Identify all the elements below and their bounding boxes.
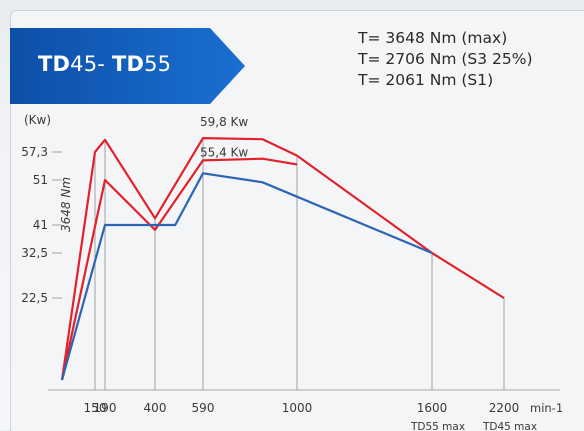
torque-info: T= 3648 Nm (max) T= 2706 Nm (S3 25%) T= … [358, 28, 533, 91]
y-tick-label-3: 51 [33, 173, 48, 187]
model-banner: TD45- TD55 [10, 28, 245, 104]
x-tick-label-4: 1000 [282, 401, 313, 415]
x-under-label-0: TD55 max [410, 421, 465, 430]
banner-title-td55-rest: 55 [144, 52, 172, 76]
banner-arrow-shape [10, 28, 245, 104]
banner-title: TD45- TD55 [38, 52, 171, 76]
torque-line-max: T= 3648 Nm (max) [358, 29, 508, 47]
y-tick-label-2: 41 [33, 218, 48, 232]
torque-line-s1: T= 2061 Nm (S1) [358, 71, 494, 89]
annotation-0: 59,8 Kw [200, 115, 248, 129]
x-tick-label-6: 2200 [489, 401, 520, 415]
x-tick-label-0: 150 [84, 401, 107, 415]
banner-title-td45-rest: 45- [70, 52, 112, 76]
torque-line-s3: T= 2706 Nm (S3 25%) [358, 50, 533, 68]
series-line-s3 [60, 157, 298, 381]
banner-title-td45-bold: TD [38, 52, 71, 76]
y-tick-label-1: 32,5 [21, 246, 48, 260]
y-tick-label-0: 22,5 [21, 291, 48, 305]
x-unit-label: min-1 [530, 401, 563, 415]
x-tick-label-3: 590 [192, 401, 215, 415]
series-line-s1 [60, 172, 433, 381]
torque-vertical-label: 3648 Nm [59, 177, 73, 232]
y-axis-label: (Kw) [24, 113, 51, 127]
annotation-1: 55,4 Kw [200, 145, 248, 159]
x-under-label-1: TD45 max [482, 421, 537, 430]
x-tick-label-5: 1600 [417, 401, 448, 415]
series-line-max [60, 137, 505, 381]
banner-title-td55-bold: TD [111, 52, 145, 76]
y-tick-label-4: 57,3 [21, 145, 48, 159]
x-tick-label-1: 190 [94, 401, 117, 415]
x-tick-label-2: 400 [144, 401, 167, 415]
